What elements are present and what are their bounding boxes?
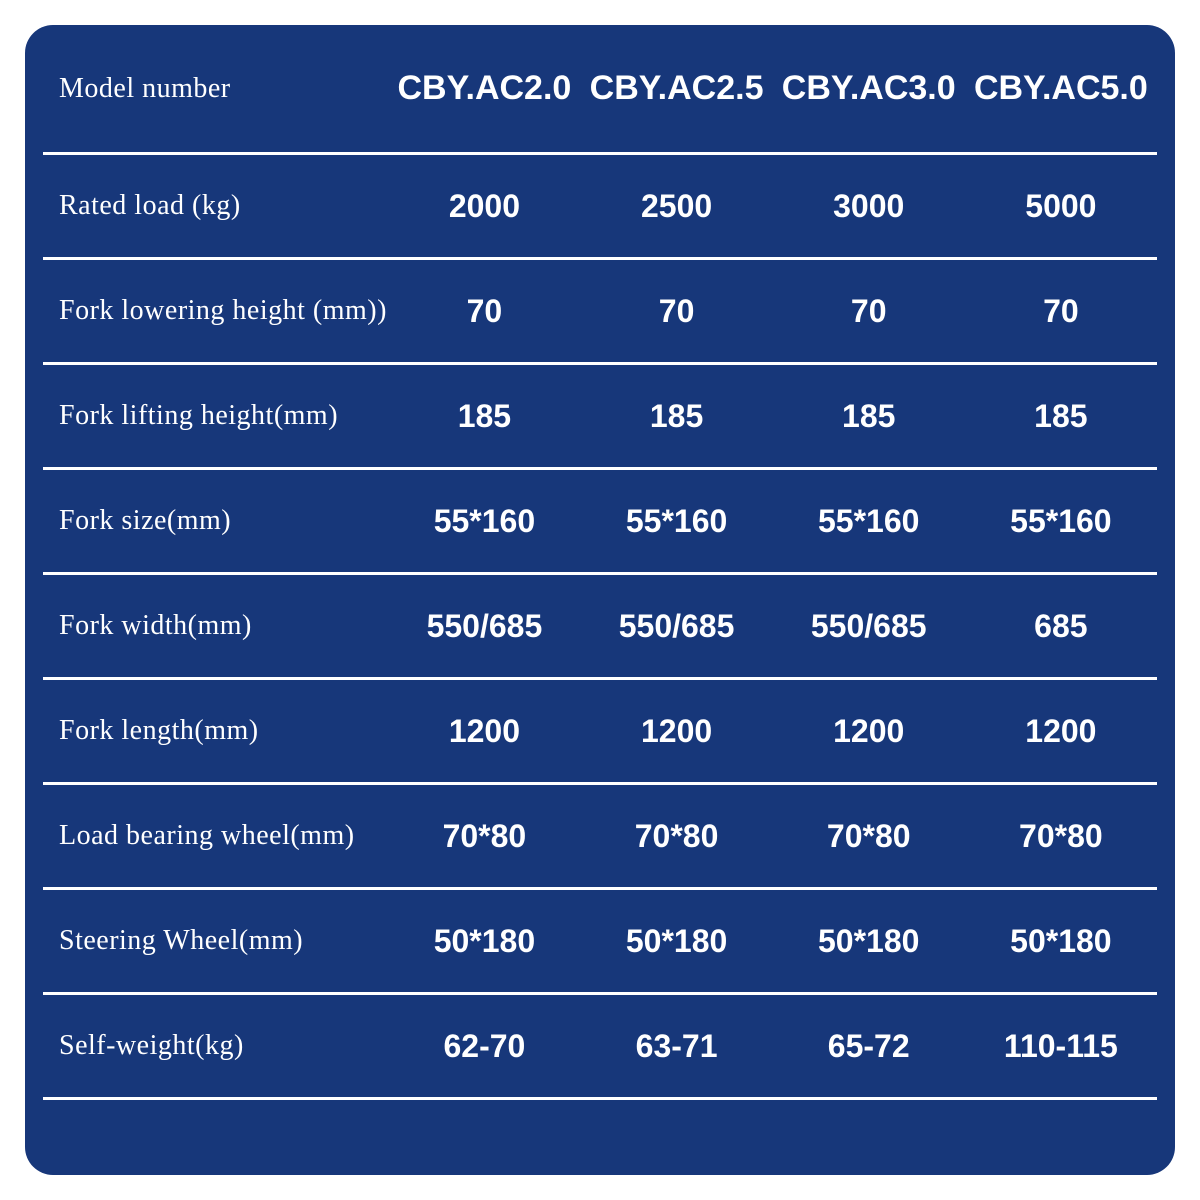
cell-value: 62-70 [443, 1027, 526, 1064]
cell-value: 70 [658, 292, 695, 329]
cell-value: 685 [1034, 607, 1088, 644]
row-label: Fork length(mm) [59, 715, 259, 746]
cell-value: 50*180 [1010, 922, 1112, 959]
cell-value: 1200 [448, 712, 520, 749]
table-row-steering-wheel: Steering Wheel(mm) 50*180 50*180 50*180 … [43, 890, 1157, 995]
row-label: Rated load (kg) [59, 190, 241, 221]
cell-value: 63-71 [635, 1027, 718, 1064]
cell-value: 55*160 [1010, 502, 1112, 539]
cell-value: 2500 [640, 187, 713, 224]
table-row-fork-lowering-height: Fork lowering height (mm)) 70 70 70 70 [43, 260, 1157, 365]
cell-value: 185 [842, 397, 896, 434]
cell-value: 550/685 [618, 607, 735, 644]
header-label: Model number [59, 72, 231, 104]
model-name: CBY.AC2.5 [589, 69, 764, 107]
cell-value: 550/685 [426, 607, 543, 644]
row-label: Fork size(mm) [59, 505, 232, 536]
table-row-fork-width: Fork width(mm) 550/685 550/685 550/685 6… [43, 575, 1157, 680]
table-row-load-bearing-wheel: Load bearing wheel(mm) 70*80 70*80 70*80… [43, 785, 1157, 890]
cell-value: 1200 [833, 712, 905, 749]
row-label: Self-weight(kg) [59, 1030, 244, 1061]
cell-value: 185 [457, 397, 512, 434]
cell-value: 185 [649, 397, 704, 434]
spec-table-panel: Model number CBY.AC2.0 CBY.AC2.5 CBY.AC3… [25, 25, 1175, 1175]
cell-value: 1200 [640, 712, 713, 749]
cell-value: 2000 [448, 187, 520, 224]
row-label: Fork width(mm) [59, 610, 252, 641]
model-name: CBY.AC3.0 [781, 69, 956, 107]
row-label: Fork lifting height(mm) [59, 400, 339, 431]
row-label: Load bearing wheel(mm) [59, 820, 355, 851]
row-label: Fork lowering height (mm)) [59, 295, 387, 326]
model-name: CBY.AC5.0 [973, 69, 1148, 107]
cell-value: 55*160 [625, 502, 728, 539]
cell-value: 70*80 [826, 817, 911, 854]
row-label: Steering Wheel(mm) [59, 925, 304, 956]
cell-value: 110-115 [1003, 1027, 1118, 1064]
table-row-fork-length: Fork length(mm) 1200 1200 1200 1200 [43, 680, 1157, 785]
cell-value: 50*180 [625, 922, 728, 959]
cell-value: 50*180 [433, 922, 536, 959]
cell-value: 70 [1043, 292, 1079, 329]
cell-value: 550/685 [810, 607, 927, 644]
cell-value: 55*160 [433, 502, 536, 539]
cell-value: 70*80 [442, 817, 527, 854]
model-name: CBY.AC2.0 [397, 69, 572, 107]
cell-value: 70 [466, 292, 503, 329]
table-header-row: Model number CBY.AC2.0 CBY.AC2.5 CBY.AC3… [43, 25, 1157, 155]
cell-value: 70 [850, 292, 887, 329]
cell-value: 70*80 [634, 817, 719, 854]
cell-value: 3000 [833, 187, 905, 224]
cell-value: 70*80 [1019, 817, 1103, 854]
table-row-fork-size: Fork size(mm) 55*160 55*160 55*160 55*16… [43, 470, 1157, 575]
cell-value: 65-72 [827, 1027, 910, 1064]
cell-value: 55*160 [818, 502, 920, 539]
cell-value: 50*180 [818, 922, 920, 959]
cell-value: 1200 [1025, 712, 1097, 749]
table-row-self-weight: Self-weight(kg) 62-70 63-71 65-72 110-11… [43, 995, 1157, 1100]
table-row-rated-load: Rated load (kg) 2000 2500 3000 5000 [43, 155, 1157, 260]
cell-value: 185 [1034, 397, 1088, 434]
cell-value: 5000 [1025, 187, 1097, 224]
table-row-fork-lifting-height: Fork lifting height(mm) 185 185 185 185 [43, 365, 1157, 470]
